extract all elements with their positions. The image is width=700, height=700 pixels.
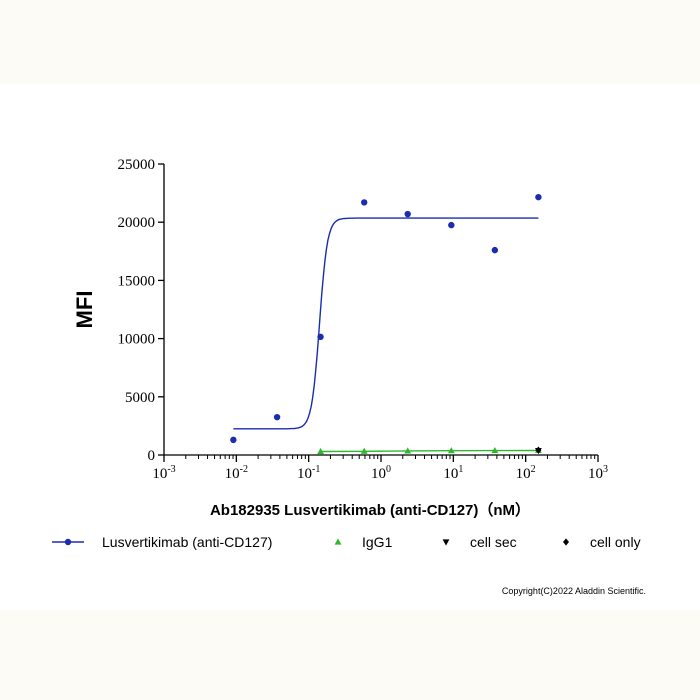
- y-tick-label: 15000: [118, 273, 156, 289]
- fit-curve-lusvertikimab-anti-cd127: [233, 217, 539, 430]
- y-tick-label: 25000: [118, 157, 156, 173]
- data-point-lusvertikimab-anti-cd127: [404, 210, 411, 218]
- x-tick-label: 10-3: [152, 464, 175, 482]
- data-point-cell-only: [535, 446, 542, 454]
- data-point-igg1: [447, 447, 455, 454]
- chart-panel: [0, 84, 700, 610]
- data-point-lusvertikimab-anti-cd127: [448, 221, 455, 229]
- y-tick-label: 0: [148, 448, 156, 464]
- legend-label-igg1: IgG1: [362, 534, 393, 550]
- y-axis-label: MFI: [72, 291, 97, 329]
- data-point-igg1: [317, 447, 324, 455]
- data-point-lusvertikimab-anti-cd127: [491, 246, 499, 254]
- data-point-lusvertikimab-anti-cd127: [273, 413, 281, 421]
- x-tick-label: 100: [371, 464, 391, 482]
- data-point-lusvertikimab-anti-cd127: [535, 193, 542, 201]
- fit-curve-igg1: [320, 449, 539, 453]
- copyright-text: Copyright(C)2022 Aladdin Scientific.: [502, 586, 646, 596]
- x-tick-label: 102: [516, 464, 536, 482]
- x-tick-label: 10-1: [297, 464, 320, 482]
- data-point-igg1: [404, 447, 412, 454]
- legend-marker-igg1: [334, 538, 342, 545]
- x-tick-label: 10-2: [225, 464, 248, 482]
- data-point-lusvertikimab-anti-cd127: [230, 436, 237, 444]
- x-axis-label: Ab182935 Lusvertikimab (anti-CD127)（nM）: [210, 501, 530, 519]
- data-point-lusvertikimab-anti-cd127: [361, 199, 368, 206]
- x-tick-label: 101: [443, 464, 463, 482]
- y-tick-label: 10000: [118, 332, 156, 348]
- x-tick-label: 103: [588, 464, 608, 482]
- legend-marker-cell-only: [563, 538, 569, 546]
- legend-label-cell-only: cell only: [590, 534, 641, 550]
- legend-label-cell-sec: cell sec: [470, 534, 517, 550]
- data-point-igg1: [491, 446, 499, 454]
- legend-label-lusvertikimab-anti-cd127: Lusvertikimab (anti-CD127): [102, 534, 272, 550]
- data-point-igg1: [360, 447, 368, 454]
- data-point-lusvertikimab-anti-cd127: [317, 333, 324, 341]
- y-tick-label: 20000: [118, 215, 156, 231]
- legend-marker-cell-sec: [442, 539, 450, 546]
- legend-marker-lusvertikimab-anti-cd127: [64, 538, 72, 546]
- y-tick-label: 5000: [125, 390, 155, 406]
